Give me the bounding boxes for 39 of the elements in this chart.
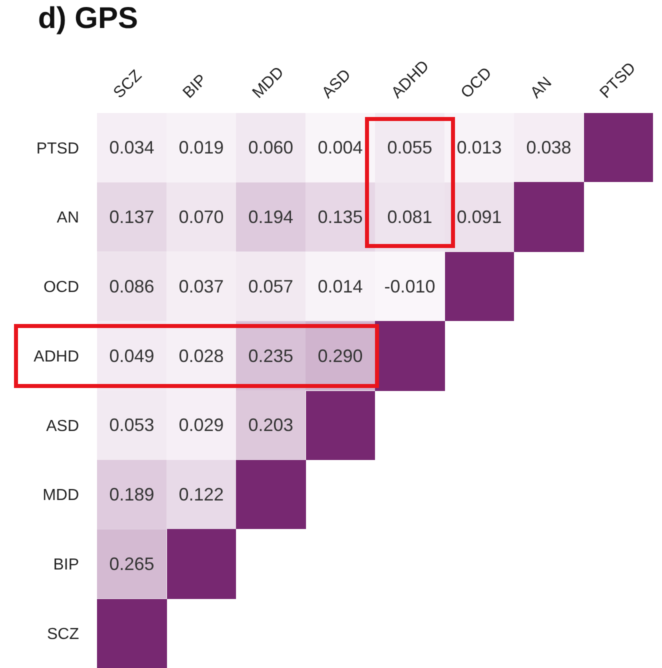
data-label: 0.014: [318, 276, 363, 296]
data-label: 0.235: [248, 346, 294, 366]
data-label: 0.057: [248, 276, 294, 296]
data-label: 0.029: [178, 415, 224, 436]
data-label: 0.019: [178, 138, 224, 158]
data-label: 0.189: [109, 484, 154, 505]
data-label: 0.037: [178, 276, 224, 296]
x-tick-label: AN: [528, 74, 556, 102]
data-label: 0.055: [387, 138, 432, 158]
data-label: 0.049: [109, 346, 154, 366]
data-label: 0.081: [387, 207, 432, 228]
data-label: 0.137: [109, 207, 154, 228]
data-label: 0.091: [456, 207, 502, 228]
data-label: 0.203: [248, 415, 294, 436]
data-label: 0.028: [178, 346, 224, 366]
y-tick-label: ADHD: [34, 348, 79, 366]
data-label: 0.038: [526, 138, 572, 158]
data-label: 0.122: [178, 484, 224, 505]
data-label: 0.265: [109, 554, 154, 574]
x-tick-label: BIP: [180, 72, 210, 102]
data-label: 0.013: [456, 138, 502, 158]
y-tick-label: OCD: [43, 279, 79, 296]
data-label: 0.004: [318, 138, 363, 158]
data-label: 0.135: [318, 207, 363, 228]
y-tick-label: AN: [56, 210, 79, 227]
y-tick-label: SCZ: [47, 626, 80, 643]
y-tick-label: PTSD: [36, 140, 79, 158]
data-label: 0.070: [178, 207, 224, 228]
data-label: 0.053: [109, 415, 154, 436]
data-label: 0.034: [109, 138, 154, 158]
chart-title: d) GPS: [38, 2, 138, 36]
y-tick-label: MDD: [42, 487, 79, 504]
y-tick-label: ASD: [46, 418, 79, 435]
data-label: 0.060: [248, 138, 294, 158]
data-label: -0.010: [384, 276, 436, 296]
y-tick-label: BIP: [53, 556, 79, 574]
data-label: 0.086: [109, 276, 154, 296]
data-label: 0.290: [318, 346, 363, 366]
data-label: 0.194: [248, 207, 294, 228]
